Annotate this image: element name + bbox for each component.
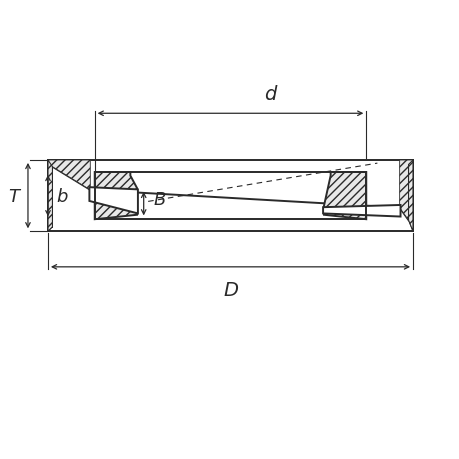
Polygon shape <box>95 173 137 220</box>
Polygon shape <box>48 161 90 232</box>
Text: b: b <box>56 187 67 205</box>
Text: D: D <box>223 280 237 300</box>
Polygon shape <box>408 161 412 232</box>
Polygon shape <box>323 173 365 220</box>
Polygon shape <box>89 188 138 214</box>
Text: B: B <box>153 191 166 209</box>
Polygon shape <box>399 161 412 232</box>
Text: d: d <box>264 85 276 104</box>
Polygon shape <box>48 161 52 232</box>
Text: T: T <box>8 187 19 205</box>
Polygon shape <box>322 206 400 217</box>
